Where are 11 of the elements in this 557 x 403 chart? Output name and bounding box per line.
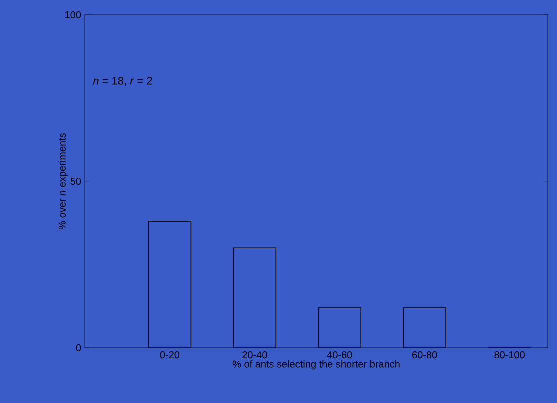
y-tick-label: 0 [76,344,82,352]
x-axis-title: % of ants selecting the shorter branch [232,360,400,370]
x-tick-label: 20-40 [242,352,268,359]
x-tick-label: 60-80 [412,352,438,359]
y-axis-title: % over n experiments [58,134,68,230]
x-tick-label: 40-60 [327,352,352,359]
y-tick-label: 100 [66,11,82,19]
annotation: n = 18, r = 2 [93,77,152,86]
x-tick-label: 0-20 [160,352,180,359]
y-tick-label: 50 [70,178,82,186]
x-tick-label: 80-100 [494,352,525,359]
